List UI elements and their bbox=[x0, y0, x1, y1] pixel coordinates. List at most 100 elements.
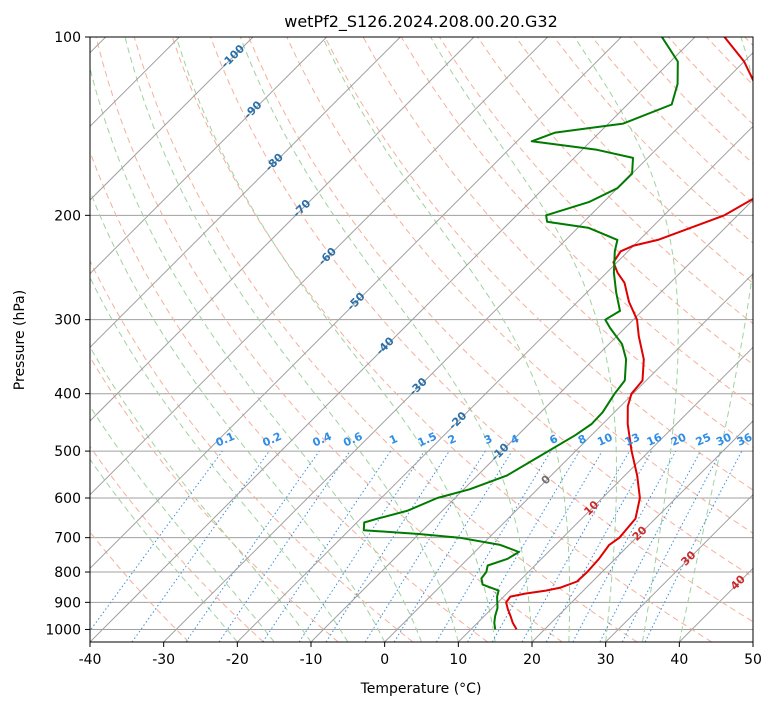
mixing-ratio-label: 10 bbox=[595, 430, 615, 448]
x-axis: -40 -30 -20 -10 0 10 20 30 40 50 bbox=[79, 642, 762, 668]
mixing-ratio-label: 0.2 bbox=[261, 430, 284, 450]
dry-adiabat bbox=[668, 37, 753, 125]
mixing-ratio-line bbox=[325, 450, 450, 642]
dry-adiabat bbox=[90, 445, 264, 642]
mixing-ratio-label: 0.1 bbox=[214, 430, 237, 450]
isotherm bbox=[90, 37, 475, 422]
y-tick-label: 900 bbox=[54, 595, 81, 611]
mixing-ratio-line bbox=[218, 450, 351, 642]
mixing-ratio-line bbox=[467, 450, 580, 642]
mixing-ratio-line bbox=[393, 450, 513, 642]
moist-adiabat bbox=[322, 37, 571, 642]
isotherm bbox=[752, 641, 753, 642]
moist-adiabat bbox=[90, 345, 312, 642]
mixing-ratio-label: 13 bbox=[623, 431, 642, 449]
x-axis-label: Temperature (°C) bbox=[360, 681, 482, 697]
mixing-ratio-line bbox=[545, 450, 653, 642]
x-tick-label: 30 bbox=[597, 652, 615, 668]
dry-adiabat bbox=[515, 37, 753, 284]
plot-frame bbox=[89, 36, 754, 643]
mixing-ratio-line bbox=[364, 450, 486, 642]
temperature-line bbox=[505, 37, 753, 630]
x-tick-label: -20 bbox=[226, 652, 249, 668]
mixing-ratio-line bbox=[131, 450, 270, 642]
moist-adiabat bbox=[90, 65, 422, 642]
moist-adiabat bbox=[90, 458, 238, 642]
mixing-ratio-line bbox=[298, 450, 425, 642]
x-tick-label: -30 bbox=[152, 652, 175, 668]
mixing-ratio-line bbox=[599, 450, 701, 642]
isotherm bbox=[531, 420, 753, 642]
mixing-ratio-line bbox=[262, 450, 392, 642]
dry-adiabat bbox=[95, 37, 563, 642]
dry-adiabat bbox=[210, 37, 753, 623]
isotherm bbox=[384, 272, 753, 642]
isotherm bbox=[90, 37, 549, 496]
y-tick-label: 800 bbox=[54, 565, 81, 581]
isotherm bbox=[90, 37, 622, 570]
x-tick-label: 20 bbox=[523, 652, 541, 668]
moist-adiabat bbox=[239, 37, 533, 642]
dry-adiabat bbox=[706, 37, 753, 86]
dry-adiabat bbox=[90, 259, 414, 642]
dry-adiabat bbox=[90, 150, 488, 642]
dry-adiabat bbox=[324, 37, 753, 491]
y-tick-label: 700 bbox=[54, 531, 81, 547]
moist-adiabat bbox=[430, 37, 617, 642]
isotherm bbox=[90, 37, 401, 349]
moist-adiabat bbox=[90, 189, 386, 642]
isotherm bbox=[457, 346, 753, 642]
isotherm bbox=[163, 51, 753, 642]
dry-adiabat bbox=[90, 356, 339, 642]
x-tick-label: 50 bbox=[744, 652, 762, 668]
y-tick-label: 600 bbox=[54, 491, 81, 507]
isotherm bbox=[605, 493, 753, 642]
y-tick-label: 200 bbox=[54, 208, 81, 224]
isotherm bbox=[90, 37, 328, 275]
mixing-ratio-line bbox=[90, 450, 223, 632]
mixing-ratio-label: 0.6 bbox=[341, 430, 364, 450]
mixing-ratio-line bbox=[644, 450, 743, 642]
y-tick-label: 300 bbox=[54, 313, 81, 329]
mixing-ratio-label: 20 bbox=[669, 430, 689, 448]
moist-adiabat bbox=[124, 37, 459, 642]
isotherm bbox=[236, 125, 753, 642]
dry-adiabat bbox=[248, 37, 753, 578]
moist-adiabat bbox=[90, 405, 275, 642]
dry-adiabat bbox=[133, 37, 638, 642]
dry-adiabat bbox=[744, 37, 753, 47]
x-tick-label: -40 bbox=[79, 652, 102, 668]
x-tick-label: 10 bbox=[449, 652, 467, 668]
isotherm bbox=[678, 567, 753, 642]
y-axis-label: Pressure (hPa) bbox=[12, 290, 28, 390]
mixing-ratio-line bbox=[572, 450, 677, 642]
y-tick-label: 400 bbox=[54, 387, 81, 403]
x-tick-label: -10 bbox=[300, 652, 323, 668]
mixing-ratio-label: 2 bbox=[446, 432, 458, 447]
mixing-ratio-label: 36 bbox=[735, 430, 755, 448]
isotherm bbox=[90, 37, 254, 201]
line-labels: -100-90-80-70-60-50-40-30-20-10010203040… bbox=[214, 42, 755, 593]
mixing-ratio-label: 16 bbox=[645, 430, 665, 448]
moist-adiabat bbox=[678, 37, 753, 642]
dry-adiabat bbox=[286, 37, 753, 534]
x-tick-label: 40 bbox=[670, 652, 688, 668]
mixing-ratio-label: 1 bbox=[387, 432, 399, 447]
dry-adiabat-label: 10 bbox=[581, 498, 601, 518]
y-axis: 100 200 300 400 500 600 700 800 900 1000 bbox=[45, 30, 90, 638]
mixing-ratio-line bbox=[521, 450, 630, 642]
isotherm bbox=[310, 199, 753, 642]
mixing-ratio-line bbox=[185, 450, 320, 642]
y-tick-label: 100 bbox=[54, 30, 81, 46]
dewpoint-line bbox=[362, 37, 679, 630]
mixing-ratio-label: 25 bbox=[694, 431, 713, 449]
x-tick-label: 0 bbox=[380, 652, 389, 668]
chart-title: wetPf2_S126.2024.208.00.20.G32 bbox=[284, 12, 558, 32]
moist-adiabat bbox=[175, 37, 496, 642]
mixing-ratio-label: 30 bbox=[714, 430, 734, 448]
dry-adiabat bbox=[90, 531, 190, 642]
background-lines bbox=[90, 37, 753, 642]
moist-adiabat bbox=[574, 37, 679, 642]
isotherm bbox=[90, 37, 696, 642]
